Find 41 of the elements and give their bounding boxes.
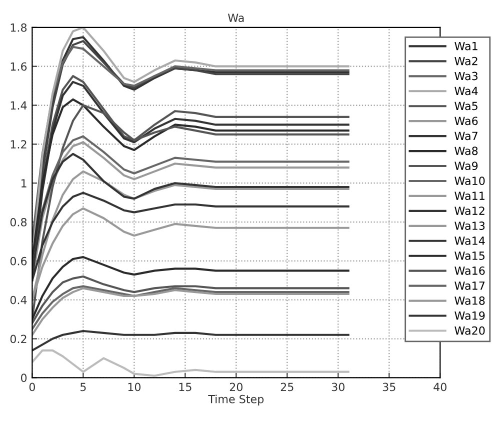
legend-label: Wa3 bbox=[454, 72, 478, 80]
y-tick-label: 1.6 bbox=[10, 62, 27, 71]
x-axis-title: Time Step bbox=[208, 394, 264, 406]
legend-label: Wa5 bbox=[454, 102, 478, 110]
legend-label: Wa18 bbox=[454, 296, 485, 305]
legend-label: Wa19 bbox=[454, 311, 485, 320]
legend-label: Wa6 bbox=[454, 116, 478, 126]
x-tick-label: 30 bbox=[332, 382, 344, 392]
y-tick-label: 1.4 bbox=[10, 101, 27, 110]
x-tick-label: 20 bbox=[230, 382, 242, 392]
legend-label: Wa2 bbox=[454, 56, 478, 66]
y-tick-label: 0 bbox=[20, 374, 27, 382]
legend-label: Wa15 bbox=[454, 252, 484, 260]
y-tick-label: 0.4 bbox=[10, 296, 27, 304]
x-tick-label: 35 bbox=[382, 382, 396, 392]
y-tick-label: 0.2 bbox=[10, 334, 26, 344]
legend-label: Wa17 bbox=[454, 282, 485, 290]
legend-label: Wa11 bbox=[454, 192, 484, 200]
legend-label: Wa9 bbox=[454, 162, 478, 170]
x-tick-label: 40 bbox=[434, 382, 446, 392]
legend-label: Wa20 bbox=[454, 326, 485, 335]
legend-label: Wa7 bbox=[454, 132, 478, 140]
legend-label: Wa4 bbox=[454, 86, 478, 96]
legend-label: Wa10 bbox=[454, 176, 485, 186]
y-tick-label: 1.2 bbox=[10, 140, 26, 148]
y-tick-label: 1.8 bbox=[10, 23, 27, 32]
y-tick-label: 0.6 bbox=[10, 256, 27, 266]
x-tick-label: 5 bbox=[80, 382, 86, 392]
x-tick-label: 0 bbox=[29, 382, 35, 392]
y-tick-label: 1 bbox=[21, 179, 26, 188]
legend-label: Wa13 bbox=[454, 222, 485, 230]
legend-label: Wa1 bbox=[454, 42, 478, 50]
legend-label: Wa12 bbox=[454, 206, 484, 215]
x-tick-label: 15 bbox=[179, 382, 192, 392]
x-tick-label: 25 bbox=[280, 382, 294, 392]
x-tick-label: 10 bbox=[128, 382, 141, 392]
legend-label: Wa14 bbox=[454, 236, 485, 245]
y-tick-label: 0.8 bbox=[10, 218, 27, 226]
chart-title: Wa bbox=[228, 14, 244, 22]
legend-label: Wa16 bbox=[454, 266, 485, 275]
legend-label: Wa8 bbox=[454, 146, 478, 156]
